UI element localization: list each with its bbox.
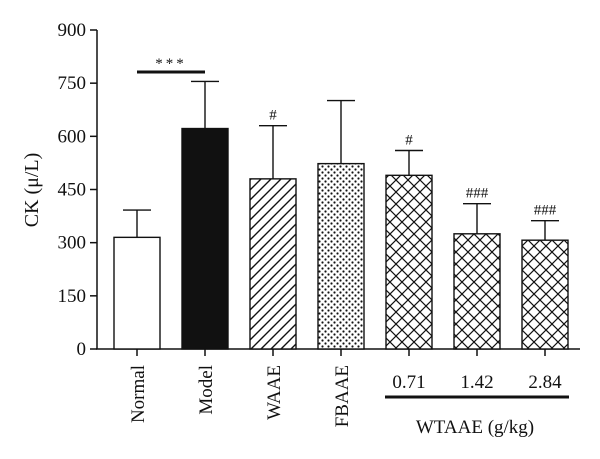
significance-label: ###: [534, 203, 557, 219]
y-tick-label: 600: [58, 126, 87, 147]
bar: [385, 174, 433, 350]
y-tick-label: 450: [58, 180, 87, 201]
bar: [521, 239, 569, 350]
y-tick-label: 150: [58, 286, 87, 307]
bar: [249, 178, 297, 350]
bars: [113, 80, 569, 350]
x-tick-label: 2.84: [528, 372, 562, 393]
y-tick-label: 750: [58, 73, 87, 94]
x-tick-label: WAAE: [264, 365, 285, 420]
x-tick-label: 0.71: [392, 372, 425, 393]
y-tick-label: 300: [58, 233, 87, 254]
y-tick-label: 0: [77, 339, 87, 360]
x-tick-label: Model: [196, 365, 217, 415]
bar: [453, 233, 501, 350]
significance-label: #: [405, 133, 413, 149]
y-tick-label: 900: [58, 20, 87, 41]
comparison-label: ***: [155, 56, 187, 72]
bar: [113, 236, 161, 350]
bar: [317, 162, 365, 350]
x-tick-label: Normal: [128, 365, 149, 423]
x-tick-label: FBAAE: [332, 365, 353, 427]
group-label: WTAAE (g/kg): [416, 417, 534, 438]
y-axis-label: CK (μ/L): [21, 153, 43, 228]
x-tick-label: 1.42: [460, 372, 493, 393]
significance-label: ###: [466, 186, 489, 202]
labels: 0 150 300 450 600 750 900 Normal Model WAAE # FBAAE…: [58, 20, 569, 427]
significance-label: #: [269, 108, 277, 124]
bar: [181, 127, 229, 350]
